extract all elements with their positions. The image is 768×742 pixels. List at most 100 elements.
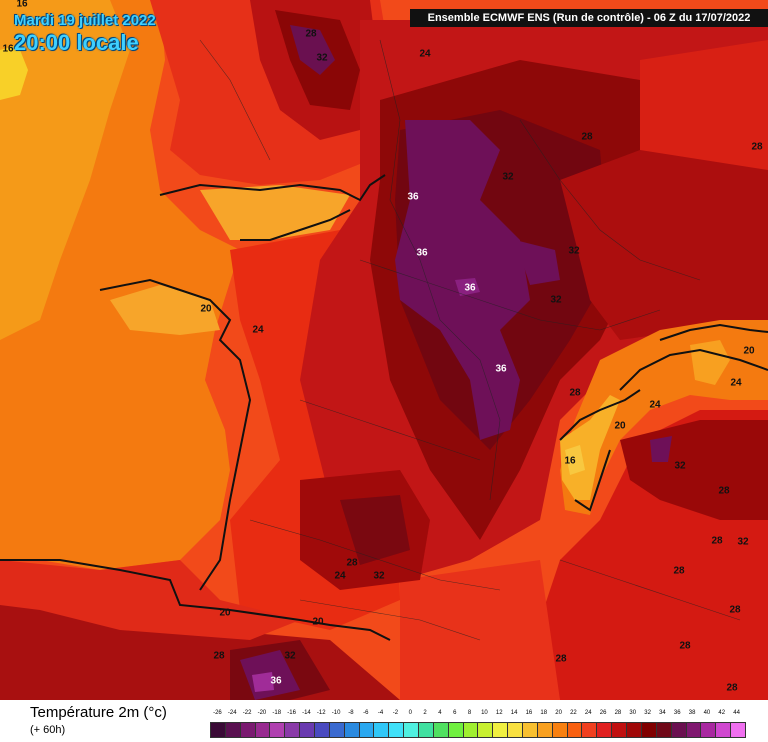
legend-swatch <box>716 723 732 737</box>
legend-tick: 38 <box>688 710 696 716</box>
north-france-coast <box>240 209 351 241</box>
legend-subtitle: (+ 60h) <box>30 724 66 736</box>
legend-swatch <box>448 723 464 737</box>
legend-swatch <box>463 723 479 737</box>
alps-mid-line <box>619 348 768 391</box>
isotherm-label: 28 <box>718 485 730 497</box>
legend-tick: 4 <box>438 710 442 716</box>
legend-swatch <box>567 723 583 737</box>
legend-tick: -2 <box>392 710 399 716</box>
atlantic-coast <box>99 278 252 591</box>
legend-swatch <box>686 723 702 737</box>
legend-tick: -26 <box>213 710 222 716</box>
legend-tick: 26 <box>599 710 607 716</box>
legend-tick: -18 <box>272 710 282 716</box>
legend-tick: -14 <box>302 710 311 716</box>
model-run-banner: Ensemble ECMWF ENS (Run de contrôle) - 0… <box>410 9 768 27</box>
legend-tick: -16 <box>287 710 296 716</box>
uk-hot-zone <box>290 25 335 75</box>
brittany-orange-zone <box>110 285 220 335</box>
legend-tick: 0 <box>408 710 412 716</box>
northwest-yellow-spot <box>0 45 28 100</box>
italy-purple-spot <box>650 436 672 462</box>
legend-tick: -20 <box>257 710 267 716</box>
isotherm-label: 28 <box>726 682 738 694</box>
legend-swatch <box>389 723 405 737</box>
legend-swatch <box>731 723 745 737</box>
isotherm-label: 36 <box>495 363 507 375</box>
legend-swatch <box>419 723 434 737</box>
legend-tick: 8 <box>467 710 472 716</box>
legend-swatch <box>612 723 628 737</box>
alps-cold-spot <box>565 445 585 475</box>
isotherm-label: 32 <box>737 536 749 548</box>
coastlines <box>0 174 768 641</box>
legend-tick: 18 <box>540 710 548 716</box>
isotherm-label: 24 <box>252 324 264 336</box>
legend-swatch <box>255 723 271 737</box>
east-darkred-zone <box>560 150 768 340</box>
isotherm-label: 36 <box>270 675 282 687</box>
legend-swatch <box>582 723 598 737</box>
borders <box>199 39 741 641</box>
forecast-time: 20:00 locale <box>14 30 139 55</box>
isotherm-label: 16 <box>2 43 14 55</box>
legend-tick: -22 <box>242 710 252 716</box>
legend-swatch <box>627 723 642 737</box>
legend-tick: 44 <box>733 710 740 716</box>
legend-swatch <box>240 723 256 737</box>
border-e <box>519 119 701 281</box>
legend-swatch <box>552 723 568 737</box>
isotherm-label: 24 <box>730 377 742 389</box>
legend-tick: 16 <box>525 710 533 716</box>
legend-tick: 42 <box>718 710 726 716</box>
legend-swatch <box>404 723 420 737</box>
border-a <box>379 39 501 501</box>
atlantic-lighter-zone <box>0 0 130 340</box>
legend-tick: 36 <box>673 710 681 716</box>
legend-tick: 30 <box>629 710 637 716</box>
legend-title: Température 2m (°c) <box>30 704 167 721</box>
isotherm-label: 28 <box>729 604 741 616</box>
spain-magenta-spot <box>252 672 274 692</box>
isotherm-label: 20 <box>200 303 212 315</box>
legend-swatch <box>315 723 330 737</box>
legend-swatch <box>285 723 301 737</box>
border-d <box>249 519 501 591</box>
legend-tick: -6 <box>363 710 369 716</box>
legend-color-scale <box>210 722 746 738</box>
isotherm-label: 24 <box>649 399 661 411</box>
legend-tick-labels: -26 -24 -22 -20 -18 -16 -14 -12 -10 -8 -6 -4 -2 0 2 4 6 8… <box>206 710 746 720</box>
legend-tick: 14 <box>510 710 518 716</box>
isotherm-label: 28 <box>346 557 358 569</box>
legend-tick: -8 <box>348 710 354 716</box>
isotherm-label: 28 <box>751 141 763 153</box>
legend-tick: 24 <box>584 710 592 716</box>
isotherm-label: 36 <box>407 191 419 203</box>
legend-tick: -24 <box>227 710 237 716</box>
legend-tick: 6 <box>453 710 457 716</box>
legend-tick: -4 <box>377 710 384 716</box>
legend-tick: 20 <box>555 710 562 716</box>
legend-swatch <box>359 723 375 737</box>
legend-swatch <box>300 723 316 737</box>
isotherm-label: 36 <box>416 247 428 259</box>
south-france-maroon-zone <box>340 495 410 565</box>
isotherm-label: 20 <box>312 616 324 628</box>
hot-spot-magenta <box>455 278 480 296</box>
legend-tick: 22 <box>570 710 577 716</box>
isotherm-label: 28 <box>569 387 581 399</box>
channel-coast <box>159 174 386 202</box>
isotherm-label: 20 <box>743 345 755 357</box>
legend-swatch <box>701 723 717 737</box>
legend-swatch <box>523 723 538 737</box>
legend-swatch <box>478 723 494 737</box>
border-h <box>199 39 271 161</box>
isotherm-label: 32 <box>502 171 514 183</box>
mediterranean-red <box>400 560 560 700</box>
isotherm-label: 28 <box>555 653 567 665</box>
isotherm-label: 32 <box>674 460 686 472</box>
legend-swatch <box>493 723 509 737</box>
isotherm-label: 28 <box>213 650 225 662</box>
